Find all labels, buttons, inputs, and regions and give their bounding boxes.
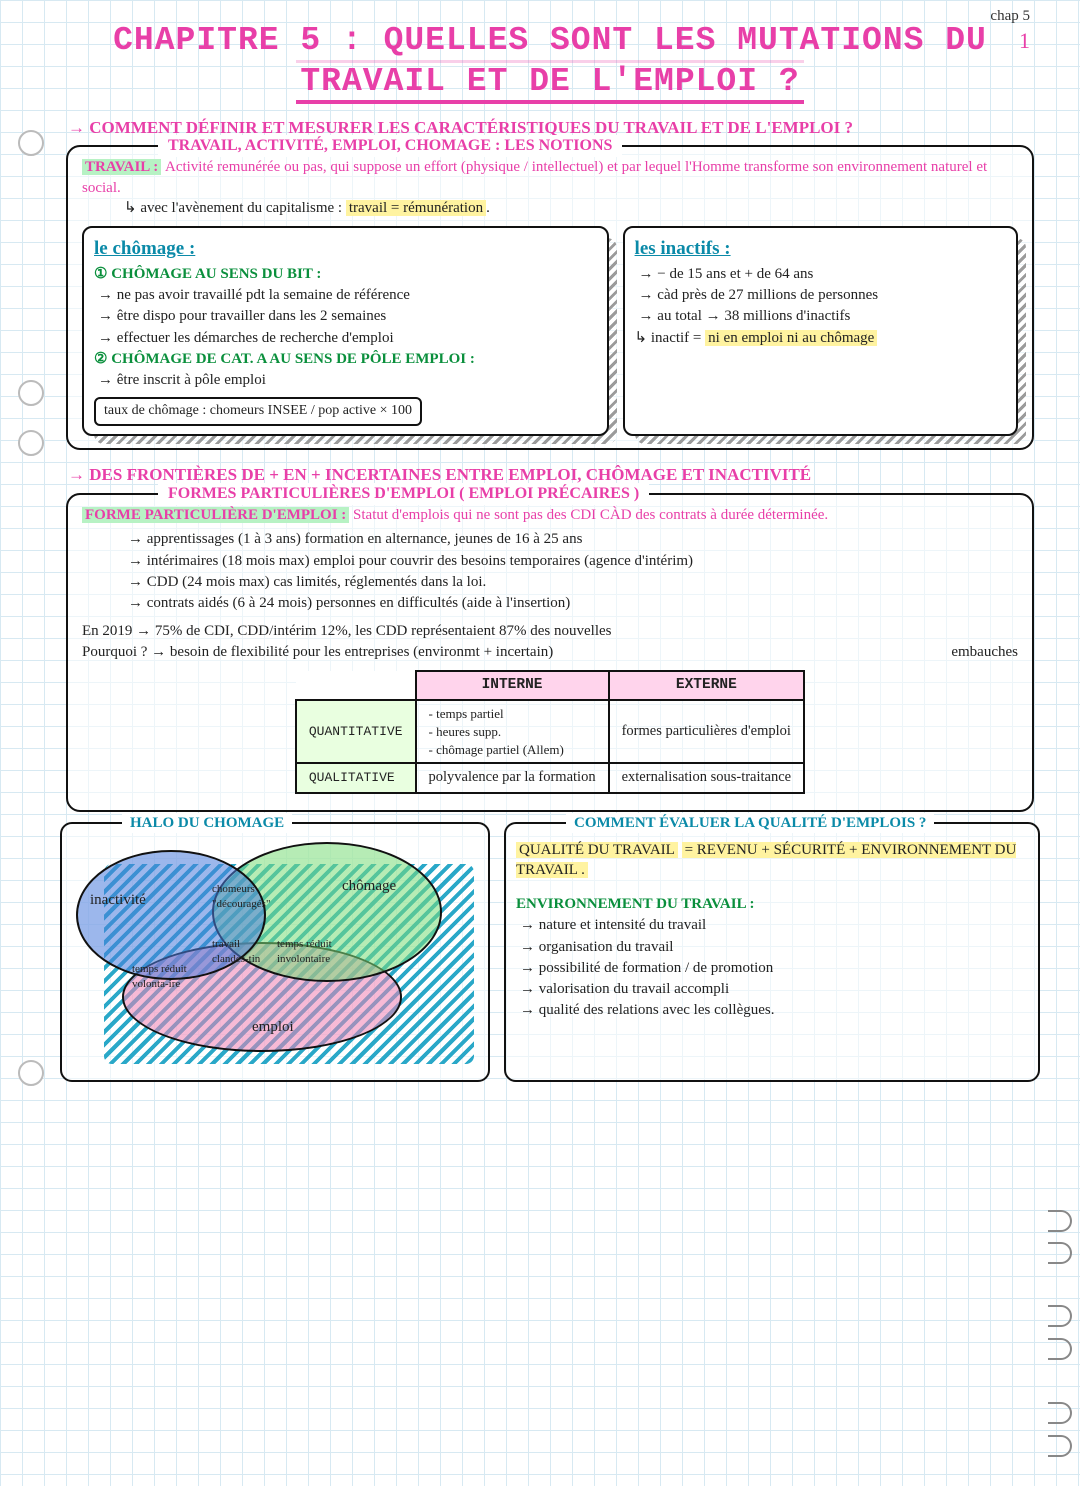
travail-sub: ↳ avec l'avènement du capitalisme : trav… [124,198,1018,218]
spiral-bind [1048,1338,1072,1360]
travail-label: TRAVAIL : [82,159,161,175]
fpe-item: contrats aidés (6 à 24 mois) personnes e… [128,593,1018,613]
lbl-tpreduit: temps réduit involontaire [277,937,357,967]
chomage-box: le chômage : ① CHÔMAGE AU SENS DU BIT : … [82,226,609,436]
tab-cell: formes particulières d'emploi [609,700,805,763]
inactifs-item: au total → 38 millions d'inactifs [639,306,1006,326]
chomage-item: être inscrit à pôle emploi [98,370,597,390]
fpe-item: intérimaires (18 mois max) emploi pour c… [128,551,1018,571]
notions-panel: TRAVAIL, ACTIVITÉ, EMPLOI, CHOMAGE : LES… [66,145,1034,450]
tab-cell: polyvalence par la formation [416,763,609,793]
chapter-tag: chap 5 [990,8,1030,24]
taux-chomage-formula: taux de chômage : chomeurs INSEE / pop a… [94,397,422,426]
lbl-chomeurs: chomeurs "découragés" [212,882,282,912]
inactifs-item: − de 15 ans et + de 64 ans [639,264,1006,284]
travail-sub-pre: ↳ avec l'avènement du capitalisme : [124,200,346,216]
fpe-def: FORME PARTICULIÈRE D'EMPLOI : Statut d'e… [82,505,1018,525]
fpe-title: FORMES PARTICULIÈRES D'EMPLOI ( EMPLOI P… [158,483,649,505]
tab-col-externe: EXTERNE [609,671,805,701]
fpe-panel: FORMES PARTICULIÈRES D'EMPLOI ( EMPLOI P… [66,493,1034,812]
qualite-panel: COMMENT ÉVALUER LA QUALITÉ D'EMPLOIS ? Q… [504,822,1040,1082]
env-item: organisation du travail [520,937,1028,957]
env-item: nature et intensité du travail [520,915,1028,935]
env-item: possibilité de formation / de promotion [520,958,1028,978]
chomage-pe-h: ② CHÔMAGE DE CAT. A AU SENS DE PÔLE EMPL… [94,349,597,369]
chomage-item: ne pas avoir travaillé pdt la semaine de… [98,285,597,305]
spiral-bind [1048,1435,1072,1457]
tab-row-qual: QUALITATIVE [296,763,416,793]
tab-cell: - temps partiel - heures supp. - chômage… [416,700,609,763]
binder-hole [18,380,44,406]
qualite-eq-pre: QUALITÉ DU TRAVAIL [516,842,678,858]
tab-row-quant: QUANTITATIVE [296,700,416,763]
travail-sub-hl: travail = rémunération [346,200,486,216]
venn-diagram: inactivité chômage emploi chomeurs "déco… [72,842,472,1062]
lbl-chomage: chômage [342,876,396,896]
inactifs-def: ↳ inactif = ni en emploi ni au chômage [635,328,1006,348]
spiral-bind [1048,1305,1072,1327]
inactif-hl: ni en emploi ni au chômage [705,330,877,346]
inactif-pre: ↳ inactif = [635,330,706,346]
flexibility-table: INTERNE EXTERNE QUANTITATIVE - temps par… [295,670,805,794]
qualite-eq: QUALITÉ DU TRAVAIL = REVENU + SÉCURITÉ +… [516,840,1028,881]
inactifs-item: càd près de 27 millions de personnes [639,285,1006,305]
chomage-item: être dispo pour travailler dans les 2 se… [98,306,597,326]
title-line-2: TRAVAIL ET DE L'EMPLOI ? [296,60,803,104]
chomage-item: effectuer les démarches de recherche d'e… [98,328,597,348]
fpe-stat: En 2019 → 75% de CDI, CDD/intérim 12%, l… [82,621,1018,641]
travail-text: Activité remunérée ou pas, qui suppose u… [82,159,987,195]
spiral-bind [1048,1402,1072,1424]
page-corner: chap 5 1 [990,6,1030,56]
qualite-title: COMMENT ÉVALUER LA QUALITÉ D'EMPLOIS ? [566,813,934,833]
page-title: CHAPITRE 5 : QUELLES SONT LES MUTATIONS … [80,20,1020,103]
travail-def: TRAVAIL : Activité remunérée ou pas, qui… [82,157,1018,198]
fpe-label: FORME PARTICULIÈRE D'EMPLOI : [82,507,349,523]
fpe-stat2-end: embauches [951,642,1018,662]
fpe-text: Statut d'emplois qui ne sont pas des CDI… [353,507,828,523]
halo-title: HALO DU CHOMAGE [122,813,292,833]
tab-col-interne: INTERNE [416,671,609,701]
chomage-title: le chômage : [94,236,597,262]
env-item: valorisation du travail accompli [520,979,1028,999]
halo-panel: HALO DU CHOMAGE inactivité chômage emplo… [60,822,490,1082]
spiral-bind [1048,1210,1072,1232]
chomage-bit-h: ① CHÔMAGE AU SENS DU BIT : [94,264,597,284]
env-item: qualité des relations avec les collègues… [520,1000,1028,1020]
lbl-tpreduit2: temps réduit volonta-ire [132,962,202,992]
inactifs-title: les inactifs : [635,236,1006,262]
binder-hole [18,130,44,156]
inactifs-box: les inactifs : − de 15 ans et + de 64 an… [623,226,1018,436]
lbl-emploi: emploi [252,1017,294,1037]
fpe-stat2-pre: Pourquoi ? → besoin de flexibilité pour … [82,644,553,660]
notions-title: TRAVAIL, ACTIVITÉ, EMPLOI, CHOMAGE : LES… [158,135,622,157]
binder-hole [18,1060,44,1086]
binder-hole [18,430,44,456]
lbl-inactivite: inactivité [90,890,146,910]
fpe-item: apprentissages (1 à 3 ans) formation en … [128,529,1018,549]
fpe-stat2: Pourquoi ? → besoin de flexibilité pour … [82,642,1018,662]
tab-cell: externalisation sous-traitance [609,763,805,793]
title-line-1: CHAPITRE 5 : QUELLES SONT LES MUTATIONS … [113,22,987,59]
lbl-clandestin: travail clandes-tin [212,937,272,967]
env-heading: ENVIRONNEMENT DU TRAVAIL : [516,894,1028,914]
fpe-item: CDD (24 mois max) cas limités, réglement… [128,572,1018,592]
spiral-bind [1048,1242,1072,1264]
page-number: 1 [1019,28,1030,53]
